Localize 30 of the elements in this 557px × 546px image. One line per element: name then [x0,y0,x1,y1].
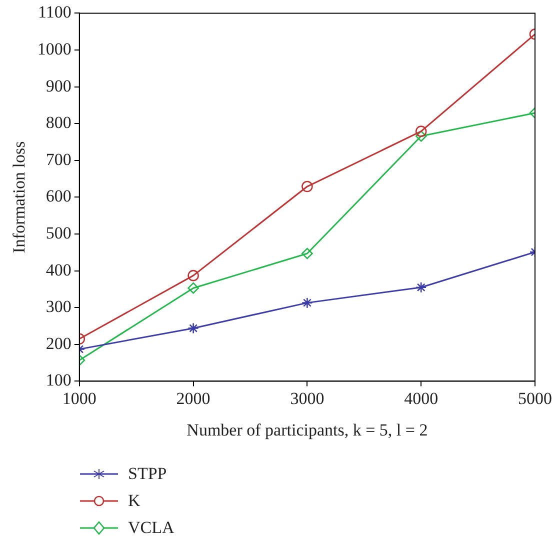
point [302,248,313,260]
point [188,270,199,282]
y-tick-label: 300 [46,297,72,316]
point [415,282,427,294]
y-tick-label: 100 [46,370,72,390]
y-axis-title: Information loss [10,141,29,254]
x-tick-label: 5000 [518,388,552,408]
x-tick-label: 1000 [62,388,96,408]
y-tick-label: 1000 [37,39,72,58]
point [188,322,199,334]
y-tick-label: 900 [46,76,72,96]
y-tick-label: 1100 [38,2,72,22]
point [415,130,427,142]
point [415,126,427,137]
legend-label: K [128,490,140,510]
x-tick-label: 3000 [290,388,324,408]
y-tick-label: 600 [46,186,72,206]
legend-label: VCLA [128,518,174,538]
y-tick-label: 200 [46,334,72,353]
x-tick-label: 4000 [404,388,438,408]
legend-label: STPP [128,464,167,484]
y-tick-label: 700 [46,150,72,169]
point [188,282,199,294]
x-axis-title: Number of participants, k = 5, l = 2 [186,420,428,440]
point [302,297,313,308]
y-tick-label: 800 [46,113,72,132]
x-tick-label: 2000 [176,388,210,408]
point [302,180,313,192]
y-tick-label: 400 [46,260,72,280]
y-tick-label: 500 [46,223,72,242]
